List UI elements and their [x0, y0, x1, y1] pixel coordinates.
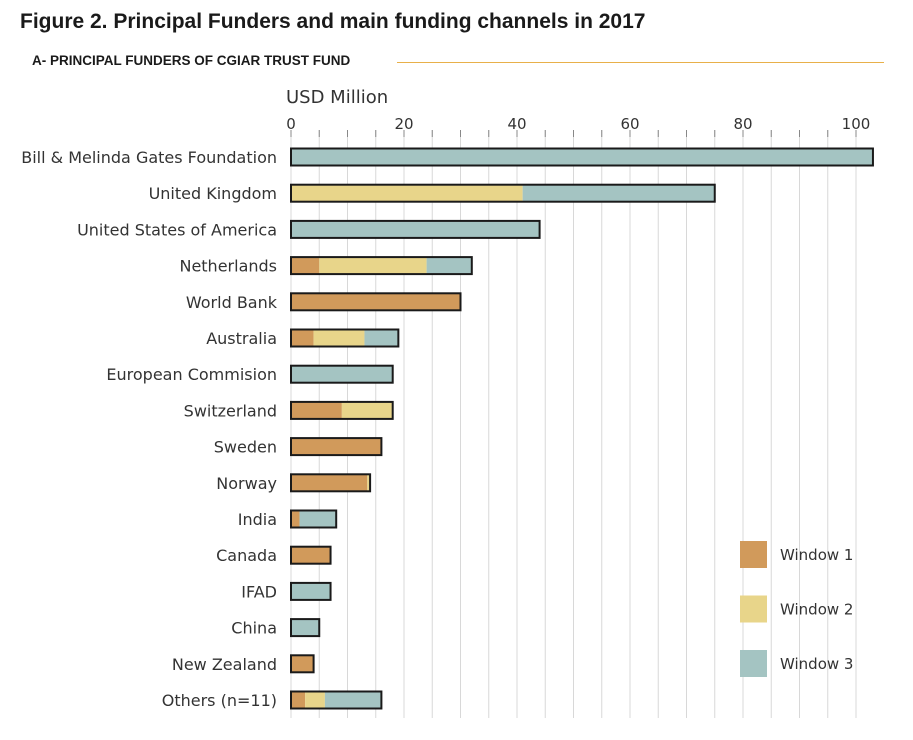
bar-window-2	[305, 691, 325, 709]
bar-outline	[290, 219, 541, 239]
category-label: World Bank	[186, 293, 278, 312]
x-tick-label: 20	[394, 115, 413, 133]
section-title: A- PRINCIPAL FUNDERS OF CGIAR TRUST FUND	[32, 53, 351, 68]
legend-label-window-2: Window 2	[780, 601, 853, 619]
bar-window-2	[341, 401, 393, 419]
category-label: New Zealand	[172, 655, 277, 674]
bar-window-3	[364, 329, 399, 347]
bar-outline	[290, 437, 383, 457]
bars	[290, 147, 874, 710]
bar-outline	[290, 618, 321, 638]
bar-outline	[290, 473, 372, 493]
bar-outline	[290, 183, 716, 203]
bar-window-3	[291, 619, 320, 637]
x-tick-label: 80	[733, 115, 752, 133]
bar-window-2	[313, 329, 365, 347]
bar-window-3	[291, 582, 331, 600]
legend: Window 1 Window 2 Window 3	[740, 541, 853, 677]
bar-window-2	[291, 184, 523, 202]
category-label: Norway	[216, 474, 277, 493]
grid-lines	[290, 130, 857, 718]
bar-window-3	[299, 510, 337, 528]
category-labels: Bill & Melinda Gates Foundation United Ki…	[21, 148, 277, 710]
x-tick-labels: 0 20 40 60 80 100	[286, 115, 870, 133]
bar-outline	[290, 654, 315, 674]
category-label: United States of America	[77, 220, 277, 239]
legend-swatch-window-2	[740, 595, 767, 623]
x-tick-label: 40	[507, 115, 526, 133]
bar-outline	[290, 364, 394, 384]
bar-window-1	[291, 655, 314, 673]
bar-window-3	[522, 184, 715, 202]
legend-label-window-1: Window 1	[780, 546, 853, 564]
bar-outline	[290, 292, 462, 312]
bar-window-2	[367, 474, 371, 492]
bar-window-1	[291, 510, 300, 528]
legend-label-window-3: Window 3	[780, 655, 853, 673]
legend-swatch-window-3	[740, 650, 767, 677]
x-tick-label: 60	[620, 115, 639, 133]
category-label: European Commision	[106, 365, 277, 384]
category-label: Bill & Melinda Gates Foundation	[21, 148, 277, 167]
bar-window-1	[291, 329, 314, 347]
bar-window-1	[291, 438, 382, 456]
bar-window-1	[291, 691, 306, 709]
bar-window-3	[426, 257, 472, 275]
category-label: Netherlands	[179, 257, 277, 276]
bar-window-2	[319, 257, 427, 275]
bar-window-3	[291, 365, 393, 383]
legend-swatch-window-1	[740, 541, 767, 568]
category-label: Canada	[216, 546, 277, 565]
bar-outline	[290, 147, 874, 167]
bar-outline	[290, 581, 332, 601]
category-label: China	[231, 619, 277, 638]
x-tick-label: 100	[842, 115, 871, 133]
bar-window-1	[291, 401, 342, 419]
bar-window-1	[291, 257, 320, 275]
bar-outline	[290, 545, 332, 565]
bar-outline	[290, 690, 383, 710]
bar-outline	[290, 256, 473, 276]
section-divider	[397, 62, 884, 63]
bar-outline	[290, 400, 394, 420]
figure-title: Figure 2. Principal Funders and main fun…	[20, 10, 646, 33]
bar-window-1	[291, 293, 461, 311]
x-axis-label: USD Million	[286, 87, 388, 108]
bar-window-1	[291, 546, 331, 564]
x-tick-label: 0	[286, 115, 296, 133]
bar-window-3	[291, 220, 540, 238]
bar-window-3	[324, 691, 382, 709]
bar-outline	[290, 328, 400, 348]
category-label: India	[238, 510, 277, 529]
category-label: United Kingdom	[149, 184, 277, 203]
category-label: Australia	[206, 329, 277, 348]
category-label: Switzerland	[184, 401, 277, 420]
category-label: IFAD	[241, 582, 277, 601]
bar-window-1	[291, 474, 368, 492]
bar-window-3	[291, 148, 873, 166]
category-label: Sweden	[214, 438, 277, 457]
bar-outline	[290, 509, 338, 529]
category-label: Others (n=11)	[162, 691, 277, 710]
